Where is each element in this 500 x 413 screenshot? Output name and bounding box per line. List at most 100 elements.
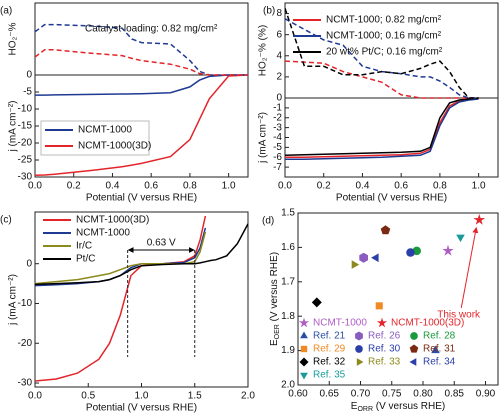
legend-label: NCMT-1000; 0.16 mg/cm²: [326, 31, 442, 42]
legend-label: Ref. 26: [368, 331, 401, 342]
y-tick-label: -5: [23, 87, 32, 98]
plot-frame: [297, 212, 499, 386]
ho2-curve: [285, 60, 479, 99]
legend-label: Ref. 29: [313, 344, 346, 355]
x-tick-label: 0.6: [144, 181, 158, 192]
legend-label: Ref. 34: [423, 357, 456, 368]
y-tick-label: -10: [18, 298, 33, 309]
legend-label: NCMT-1000(3D): [76, 215, 149, 226]
x-tick-label: 0.8: [183, 181, 197, 192]
y2-tick-label: 8: [276, 8, 282, 19]
legend-marker: [300, 345, 308, 353]
legend-label: Ref. 33: [368, 357, 401, 368]
legend-marker: [300, 331, 308, 339]
current-curve: [35, 223, 248, 286]
x-tick-label: 2.0: [241, 391, 255, 402]
y-tick-label: 1.7: [281, 276, 295, 287]
legend-label: NCMT-1000: [78, 125, 132, 136]
ho2-curve: [35, 49, 248, 76]
current-curve: [35, 74, 248, 96]
y-tick-label: -4: [273, 132, 282, 143]
ho2-curve: [285, 8, 479, 99]
legend-marker: [298, 317, 310, 328]
curves: [285, 8, 479, 160]
y-tick-label: -20: [18, 338, 33, 349]
legend-marker: [410, 332, 418, 340]
x-tick-label: 1.0: [135, 391, 149, 402]
marker: [431, 345, 440, 354]
x-axis-label: EORR (V versus RHE): [351, 401, 445, 413]
legend-label: NCMT-1000: [313, 318, 367, 329]
y-tick-label: 2.0: [281, 380, 295, 391]
legend-marker: [300, 372, 308, 380]
y-tick-label: -15: [18, 121, 33, 132]
y-tick-label: -5: [273, 142, 282, 153]
y2-tick-label: 4: [276, 50, 282, 61]
y-tick-label: 1.8: [281, 311, 295, 322]
x-axis-label-symbol: E: [351, 401, 358, 412]
legend-marker: [356, 358, 364, 366]
legend-label: Ref. 30: [368, 344, 401, 355]
x-tick-label: 0.80: [413, 389, 433, 400]
x-tick-label: 0.0: [278, 181, 292, 192]
legend-label: Ref. 28: [423, 331, 456, 342]
legend-label: NCMT-1000(3D): [391, 318, 464, 329]
y-tick-label: 0: [26, 70, 32, 81]
current-curve: [35, 74, 248, 177]
x-tick-label: 0.75: [382, 389, 402, 400]
legend-label: 20 wt% Pt/C; 0.16 mg/cm²: [326, 47, 443, 58]
y-tick-label: -6: [273, 152, 282, 163]
y-tick-label: -10: [18, 104, 33, 115]
legend-marker: [355, 345, 363, 353]
current-curve: [285, 97, 479, 157]
marker: [359, 252, 368, 263]
y-tick-label: 1.6: [281, 242, 295, 253]
x-tick-label: 0.70: [351, 389, 371, 400]
y-tick-label: 1.9: [281, 345, 295, 356]
x-tick-label: 0.2: [67, 181, 81, 192]
x-axis-label: Potential (V versus RHE): [336, 193, 447, 204]
legend-label: NCMT-1000; 0.82 mg/cm²: [326, 15, 442, 26]
y-axis-label: j (mA cm⁻²): [258, 112, 269, 164]
y-axis-label: j (mA cm⁻²): [8, 274, 19, 326]
x-axis-label: Potential (V versus RHE): [86, 193, 197, 204]
marker: [351, 260, 360, 269]
x-axis-label-rest: (V versus RHE): [373, 401, 445, 412]
y-tick-label: 1.5: [281, 208, 295, 219]
x-tick-label: 0.4: [356, 181, 370, 192]
marker: [442, 244, 454, 256]
curves: [35, 215, 248, 382]
annotation: This work: [437, 310, 481, 321]
legend-label: NCMT-1000: [76, 228, 130, 239]
y-axis-label-sub: OER: [274, 324, 281, 339]
y2-axis-label: HO₂⁻% (%): [258, 25, 269, 76]
y-axis-label: j (mA cm⁻²): [8, 101, 19, 153]
current-curve: [285, 97, 479, 159]
x-tick-label: 0.0: [28, 181, 42, 192]
y-tick-label: 0: [26, 258, 32, 269]
x-tick-label: 0.4: [106, 181, 120, 192]
y-tick-label: -3: [273, 122, 282, 133]
current-curve: [35, 215, 207, 382]
legend-marker: [376, 317, 388, 328]
ho2-curve: [285, 18, 479, 99]
y-tick-label: -7: [273, 162, 282, 173]
x-tick-label: 1.5: [188, 391, 202, 402]
legend-box: [40, 120, 150, 156]
y-axis-label-rest: (V versus RHE): [269, 252, 280, 324]
legend-label: Ref. 35: [313, 370, 346, 381]
x-tick-label: 0.5: [81, 391, 95, 402]
x-tick-label: 0.90: [476, 389, 496, 400]
y-tick-label: -1: [273, 103, 282, 114]
x-tick-label: 0.2: [317, 181, 331, 192]
annotation: 0.63 V: [147, 238, 176, 249]
y2-tick-label: 2: [276, 72, 282, 83]
y2-axis-label: HO₂⁻%: [8, 22, 19, 55]
legend-label: Ir/C: [76, 241, 92, 252]
legend-label: Ref. 32: [313, 357, 346, 368]
legend-marker: [355, 331, 363, 341]
current-curve: [285, 98, 479, 160]
panel-label: (b): [263, 6, 275, 17]
panel-label: (d): [262, 216, 274, 227]
